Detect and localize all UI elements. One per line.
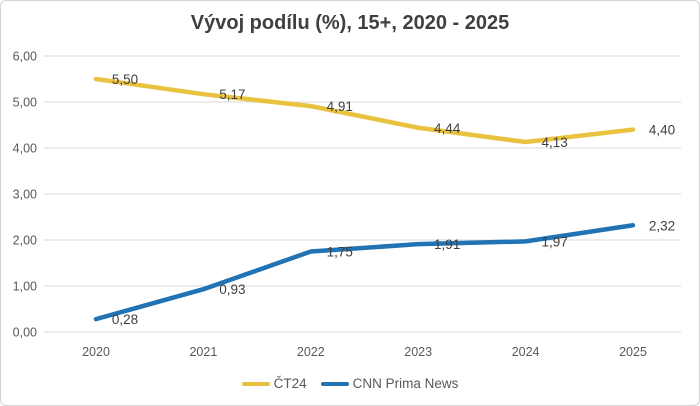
legend-item-cnn-prima-news: CNN Prima News [320, 376, 459, 391]
data-label: 5,50 [112, 72, 138, 87]
series-line-ct24 [93, 76, 636, 145]
data-label: 4,13 [541, 135, 567, 150]
data-label: 1,91 [434, 237, 460, 252]
data-label: 4,40 [649, 123, 675, 138]
data-label: 5,17 [219, 87, 245, 102]
legend-label-ct24: ČT24 [273, 376, 307, 391]
y-axis-tick-label: 5,00 [13, 96, 37, 110]
legend-item-ct24: ČT24 [241, 376, 307, 391]
x-axis-tick-label: 2020 [82, 345, 110, 359]
x-axis-tick-label: 2022 [297, 345, 325, 359]
data-label: 0,93 [219, 282, 245, 297]
data-label: 4,91 [327, 99, 353, 114]
x-axis-tick-label: 2025 [619, 345, 647, 359]
data-label: 4,44 [434, 121, 461, 136]
series-line-cnn-prima-news [93, 223, 636, 322]
chart-title: Vývoj podílu (%), 15+, 2020 - 2025 [190, 12, 510, 34]
x-axis-tick-label: 2023 [404, 345, 432, 359]
cnn-prima-news-line-swatch-icon [320, 381, 349, 386]
y-axis-tick-label: 2,00 [13, 234, 37, 248]
chart-legend: ČT24 CNN Prima News [1, 376, 699, 391]
x-axis-tick-label: 2021 [189, 345, 217, 359]
data-label: 1,97 [541, 234, 567, 249]
legend-label-cnn-prima-news: CNN Prima News [352, 376, 459, 391]
data-label: 0,28 [112, 312, 138, 327]
y-axis-tick-label: 4,00 [13, 142, 37, 156]
x-axis-tick-label: 2024 [512, 345, 540, 359]
y-axis-tick-label: 0,00 [13, 326, 37, 340]
y-axis-tick-label: 3,00 [13, 188, 37, 202]
data-label: 2,32 [649, 218, 675, 233]
y-axis-tick-label: 1,00 [13, 280, 37, 294]
data-label: 1,75 [327, 245, 353, 260]
ct24-line-swatch-icon [241, 381, 270, 386]
y-axis-tick-label: 6,00 [13, 50, 37, 64]
